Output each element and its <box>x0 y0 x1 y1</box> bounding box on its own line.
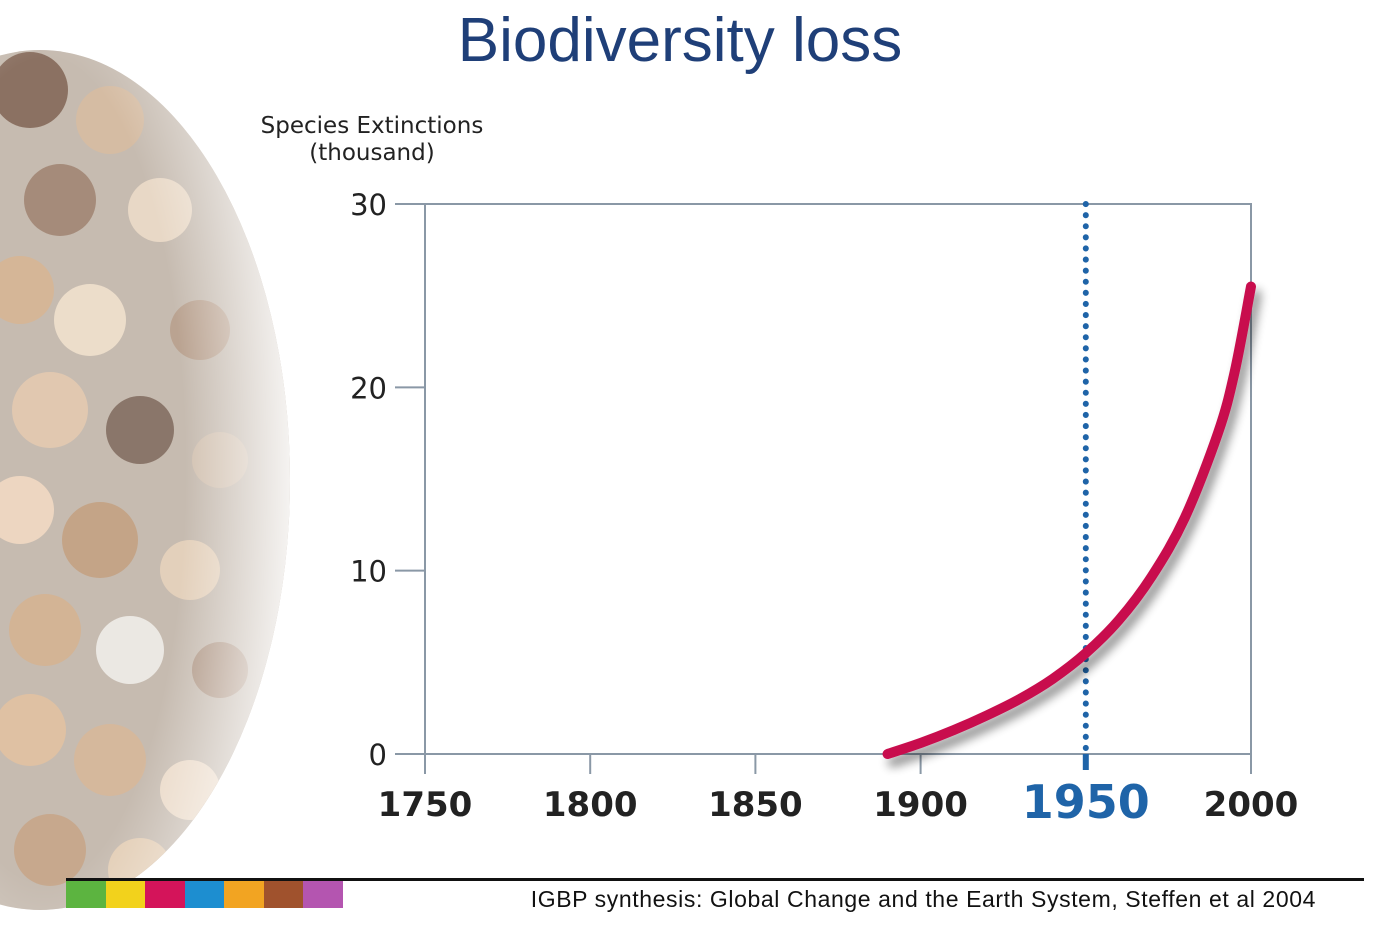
y-axis-unit: (thousand) <box>309 140 434 166</box>
footer-rule <box>66 878 1364 881</box>
crowd-photo <box>0 50 290 910</box>
color-strip-block <box>66 881 106 908</box>
x-tick-label: 1750 <box>378 785 473 825</box>
y-tick-label: 0 <box>369 738 387 772</box>
color-strip-block <box>184 881 224 908</box>
citation: IGBP synthesis: Global Change and the Ea… <box>530 886 1316 912</box>
y-axis-ticks: 0 10 20 30 <box>350 188 425 772</box>
y-axis-title: Species Extinctions <box>261 113 484 139</box>
color-strip-block <box>303 881 343 908</box>
plot-frame <box>424 203 1252 755</box>
y-tick-label: 10 <box>350 555 387 589</box>
x-axis-ticks: 1750 1800 1850 1900 1950 2000 <box>378 754 1299 829</box>
x-tick-label: 1900 <box>873 785 968 825</box>
color-strip-block <box>224 881 264 908</box>
x-tick-label: 2000 <box>1204 785 1299 825</box>
color-strip <box>66 881 343 908</box>
x-tick-label: 1850 <box>708 785 803 825</box>
color-strip-block <box>263 881 303 908</box>
y-tick-label: 30 <box>350 188 387 222</box>
x-tick-label: 1800 <box>543 785 638 825</box>
color-strip-block <box>105 881 145 908</box>
slide-title: Biodiversity loss <box>457 6 903 75</box>
color-strip-block <box>145 881 185 908</box>
y-tick-label: 20 <box>350 371 387 405</box>
extinctions-series-line <box>882 281 1256 759</box>
x-tick-label-highlight: 1950 <box>1022 775 1150 829</box>
